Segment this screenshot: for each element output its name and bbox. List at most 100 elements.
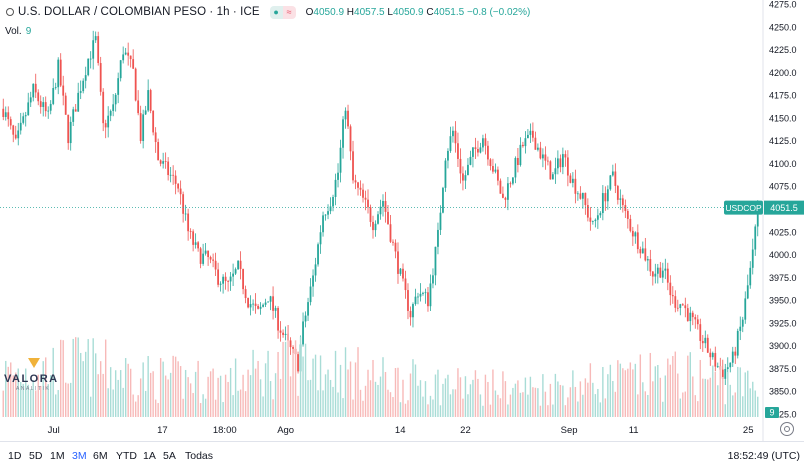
volume-bar [707,379,709,417]
volume-bar [684,391,686,417]
volume-bar [62,340,64,417]
candle-body [247,298,249,308]
auto-scale-icon[interactable] [780,422,794,436]
volume-bar [727,372,729,417]
volume-bar [17,368,19,417]
volume-bar [52,347,54,417]
volume-bar [729,384,731,417]
volume-bar [532,387,534,417]
volume-bar [169,372,172,417]
candle-body [59,59,62,86]
volume-bar [627,368,629,417]
volume-bar [317,390,319,417]
volume-bar [527,394,529,417]
candle-body [39,101,42,107]
tf-1a[interactable]: 1A [143,450,156,462]
candle-body [594,219,597,222]
market-status-icon[interactable]: ● [269,5,283,19]
volume-bar [89,396,92,417]
volume-bar [679,398,682,417]
volume-bar [132,394,134,417]
candle-body [619,198,622,200]
delay-icon[interactable]: ≈ [282,5,296,19]
volume-bar [634,363,637,417]
volume-bar [457,368,459,417]
volume-bar [582,394,584,417]
candle-body [177,183,180,189]
candle-body [437,229,439,247]
tf-6m[interactable]: 6M [93,450,108,462]
volume-bar [162,361,164,417]
candle-body [556,158,559,169]
candle-body [536,147,539,150]
candle-body [372,221,374,231]
volume-bar [412,359,414,417]
candle-body [624,205,627,211]
y-tick-label: 4250.0 [769,22,797,32]
volume-bar [537,388,539,417]
volume-bar [142,362,144,417]
candle-body [184,213,187,215]
symbol-title[interactable]: U.S. DOLLAR / COLOMBIAN PESO · 1h · ICE [18,6,260,18]
candle-body [646,259,649,261]
candle-body [129,55,132,60]
tf-1d[interactable]: 1D [8,450,22,462]
indicator-toggle[interactable]: ● ≈ [269,5,296,19]
volume-bar [399,402,402,417]
tf-5d[interactable]: 5D [29,450,43,462]
candle-body [394,242,397,252]
volume-bar [289,376,292,417]
tf-5a[interactable]: 5A [163,450,176,462]
volume-bar [472,379,474,417]
volume-bar [637,394,639,417]
candle-body [731,351,734,363]
candle-body [626,210,629,219]
volume-bar [94,353,97,417]
volume-bar [552,404,554,417]
utc-clock[interactable]: 18:52:49 (UTC) [727,450,800,462]
tf-todas[interactable]: Todas [185,450,214,462]
candle-body [74,109,77,112]
volume-bar [447,374,449,417]
candle-body [132,59,135,69]
candle-body [352,151,354,181]
candle-body [307,302,309,316]
volume-bar [42,361,44,417]
candle-body [144,110,147,115]
candle-body [477,148,479,153]
volume-bar [517,380,519,417]
candle-body [631,230,634,237]
volume-bar [644,391,647,417]
volume-bar [704,378,706,417]
volume-bar [114,370,117,417]
candle-body [104,123,107,128]
volume-bar [599,402,602,417]
volume-bar [349,361,352,417]
candle-body [531,130,534,138]
volume-bar [479,394,482,417]
candle-body [432,275,434,284]
volume-bar [212,368,214,417]
candle-body [666,268,669,283]
candle-body [439,212,442,230]
tf-3m[interactable]: 3M [72,450,87,462]
volume-bar [424,381,427,417]
candle-body [222,276,225,284]
candle-body [749,267,752,286]
volume-bar [747,370,749,417]
tf-1m[interactable]: 1M [50,450,65,462]
volume-bar [717,385,719,417]
candle-body [584,192,587,206]
y-tick-label: 4200.0 [769,68,797,78]
volume-bar [192,393,194,417]
candle-body [7,112,10,120]
candle-body [616,185,619,200]
candle-body [229,276,232,282]
candle-body [464,175,467,181]
candle-body [729,362,732,368]
tf-ytd[interactable]: YTD [116,450,137,462]
candle-body [651,271,654,277]
volume-bar [182,398,184,417]
candle-body [639,249,642,254]
